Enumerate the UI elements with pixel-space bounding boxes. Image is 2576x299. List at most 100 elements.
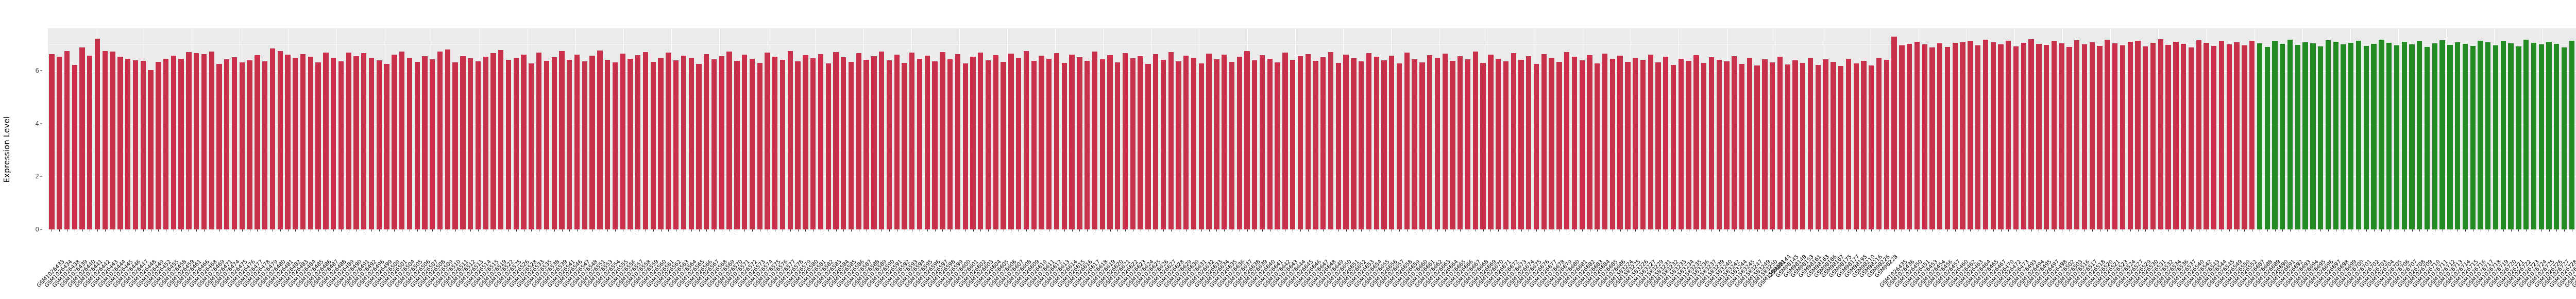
bar[interactable] xyxy=(1305,54,1311,229)
bar[interactable] xyxy=(445,49,450,229)
bar[interactable] xyxy=(315,62,321,229)
bar[interactable] xyxy=(1061,63,1067,229)
bar[interactable] xyxy=(2081,44,2088,229)
bar[interactable] xyxy=(1465,59,1471,229)
bar[interactable] xyxy=(1739,63,1745,229)
bar[interactable] xyxy=(1891,37,1897,229)
bar[interactable] xyxy=(1777,57,1783,229)
bar[interactable] xyxy=(2470,46,2476,229)
bar[interactable] xyxy=(1533,64,1539,229)
bar[interactable] xyxy=(1823,59,1828,229)
bar[interactable] xyxy=(1609,59,1615,229)
bar[interactable] xyxy=(1290,59,1296,229)
bar[interactable] xyxy=(1450,60,1455,229)
bar[interactable] xyxy=(2287,39,2293,229)
bar[interactable] xyxy=(810,58,816,229)
bar[interactable] xyxy=(1328,52,1334,229)
bar[interactable] xyxy=(681,55,687,229)
bar[interactable] xyxy=(2554,43,2560,229)
bar[interactable] xyxy=(962,63,968,229)
bar[interactable] xyxy=(1001,62,1006,229)
bar[interactable] xyxy=(72,65,77,229)
bar[interactable] xyxy=(1549,58,1554,229)
bar[interactable] xyxy=(765,53,770,229)
bar[interactable] xyxy=(894,55,900,229)
bar[interactable] xyxy=(2394,45,2400,229)
bar[interactable] xyxy=(1769,62,1775,229)
bar[interactable] xyxy=(1130,58,1136,229)
bar[interactable] xyxy=(1381,60,1387,229)
bar[interactable] xyxy=(64,51,70,229)
bar[interactable] xyxy=(1191,57,1197,229)
bar[interactable] xyxy=(2112,43,2118,229)
bar[interactable] xyxy=(1686,60,1691,229)
bar[interactable] xyxy=(2295,45,2300,229)
bar[interactable] xyxy=(1701,63,1707,229)
bar[interactable] xyxy=(993,55,998,229)
bar[interactable] xyxy=(2432,43,2437,229)
bar[interactable] xyxy=(125,59,131,229)
bar[interactable] xyxy=(947,59,953,229)
bar[interactable] xyxy=(1039,56,1044,229)
bar[interactable] xyxy=(255,55,260,229)
bar[interactable] xyxy=(1754,65,1760,229)
bar[interactable] xyxy=(353,56,359,229)
bar[interactable] xyxy=(688,58,694,229)
bar[interactable] xyxy=(909,53,915,229)
bar[interactable] xyxy=(1107,55,1113,229)
bar[interactable] xyxy=(612,62,618,229)
bar[interactable] xyxy=(1663,56,1669,229)
bar[interactable] xyxy=(1914,41,1920,229)
bar[interactable] xyxy=(772,56,778,229)
bar[interactable] xyxy=(231,57,238,229)
bar[interactable] xyxy=(734,61,740,229)
bar[interactable] xyxy=(1099,59,1105,229)
bar[interactable] xyxy=(1084,60,1090,229)
bar[interactable] xyxy=(1556,61,1562,229)
bar[interactable] xyxy=(818,54,824,229)
bar[interactable] xyxy=(2478,40,2483,229)
bar[interactable] xyxy=(1564,52,1570,229)
bar[interactable] xyxy=(392,55,397,229)
bar[interactable] xyxy=(1031,61,1037,229)
bar[interactable] xyxy=(2462,44,2468,229)
bar[interactable] xyxy=(2310,43,2316,229)
bar[interactable] xyxy=(346,53,351,229)
bar[interactable] xyxy=(2439,40,2445,229)
bar[interactable] xyxy=(955,54,961,229)
bar[interactable] xyxy=(156,62,161,229)
bar[interactable] xyxy=(2538,44,2544,229)
bar[interactable] xyxy=(1054,53,1060,229)
bar[interactable] xyxy=(863,59,869,229)
bar[interactable] xyxy=(1046,59,1052,229)
bar[interactable] xyxy=(2493,45,2499,229)
bar[interactable] xyxy=(2028,39,2034,229)
bar[interactable] xyxy=(513,57,519,229)
bar[interactable] xyxy=(2120,45,2126,229)
bar[interactable] xyxy=(574,55,580,229)
bar[interactable] xyxy=(2333,42,2338,229)
bar[interactable] xyxy=(886,60,892,229)
bar[interactable] xyxy=(2249,40,2255,229)
bar[interactable] xyxy=(1282,53,1288,229)
bar[interactable] xyxy=(2097,45,2103,229)
bar[interactable] xyxy=(216,64,222,229)
bar[interactable] xyxy=(1229,61,1235,229)
bar[interactable] xyxy=(1244,51,1250,229)
bar[interactable] xyxy=(452,62,458,229)
bar[interactable] xyxy=(635,55,641,229)
bar[interactable] xyxy=(970,56,976,229)
bar[interactable] xyxy=(848,61,854,229)
bar[interactable] xyxy=(2569,41,2574,229)
bar[interactable] xyxy=(711,59,717,229)
bar[interactable] xyxy=(825,63,831,229)
bar[interactable] xyxy=(1221,55,1227,229)
bar[interactable] xyxy=(726,52,732,229)
bar[interactable] xyxy=(1092,52,1098,229)
bar[interactable] xyxy=(932,61,938,229)
bar[interactable] xyxy=(871,56,877,229)
bar[interactable] xyxy=(140,61,146,229)
bar[interactable] xyxy=(2516,46,2521,229)
bar[interactable] xyxy=(406,57,413,229)
bar[interactable] xyxy=(1693,55,1699,229)
